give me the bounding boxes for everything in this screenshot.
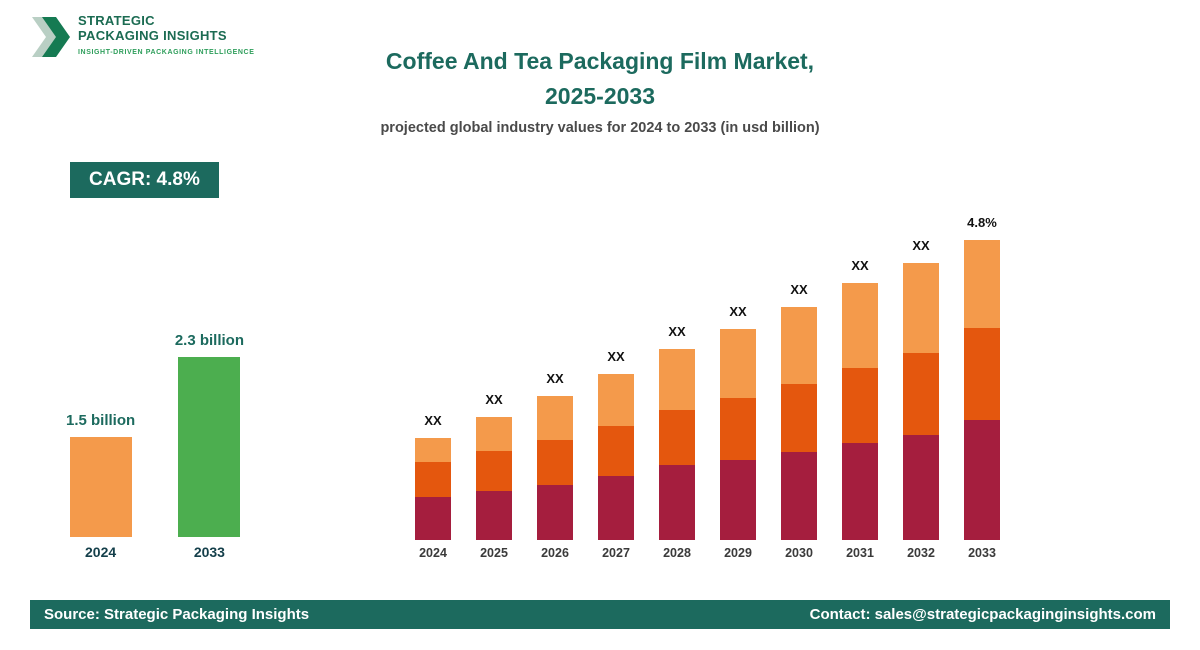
footer-bar: Source: Strategic Packaging Insights Con… — [30, 600, 1170, 629]
bar-column: XX 2028 — [659, 324, 695, 560]
bar-segment-bottom — [659, 465, 695, 540]
bar-value-label: XX — [546, 371, 564, 386]
x-axis-label: 2024 — [419, 546, 447, 560]
stacked-bar-chart: XX 2024 XX 2025 XX 2026 XX 2027 XX 2028 XX 2029 XX 20… — [415, 200, 1000, 560]
x-axis-label: 2033 — [968, 546, 996, 560]
summary-bar-column: 1.5 billion 2024 — [66, 412, 135, 560]
footer-source-text: Source: Strategic Packaging Insights — [44, 606, 310, 623]
brand-logo-text: STRATEGIC PACKAGING INSIGHTS INSIGHT-DRI… — [78, 13, 255, 56]
bar-segment-middle — [598, 426, 634, 476]
bar-segment-middle — [903, 353, 939, 435]
bar-segment-bottom — [842, 443, 878, 540]
x-axis-label: 2029 — [724, 546, 752, 560]
x-axis-label: 2025 — [480, 546, 508, 560]
chevron-logo-icon — [30, 14, 70, 65]
summary-bar-value-label: 1.5 billion — [66, 412, 136, 429]
bar-value-label: XX — [485, 392, 503, 407]
bar-value-label: XX — [424, 413, 442, 428]
bar-segment-top — [537, 396, 573, 440]
bar-segment-bottom — [598, 476, 634, 540]
page-title-line1: Coffee And Tea Packaging Film Market, — [385, 48, 815, 74]
bar-segment-bottom — [903, 435, 939, 540]
summary-bar-column: 2.3 billion 2033 — [175, 332, 244, 560]
bar-segment-middle — [842, 368, 878, 443]
summary-bar-chart: 1.5 billion 2024 2.3 billion 2033 — [66, 318, 244, 560]
stacked-bar[interactable] — [964, 240, 1000, 540]
footer-contact-text: Contact: sales@strategicpackaginginsight… — [809, 606, 1156, 623]
chart-header: Coffee And Tea Packaging Film Market, 20… — [0, 44, 1200, 136]
bar-column: XX 2026 — [537, 371, 573, 560]
bar-segment-top — [903, 263, 939, 353]
stacked-bar[interactable] — [537, 396, 573, 540]
x-axis-label: 2030 — [785, 546, 813, 560]
bar-segment-top — [659, 349, 695, 410]
bar-segment-middle — [476, 451, 512, 491]
x-axis-label: 2027 — [602, 546, 630, 560]
brand-name-line2: PACKAGING INSIGHTS — [78, 27, 227, 43]
stacked-bar[interactable] — [781, 307, 817, 540]
bar-segment-bottom — [781, 452, 817, 540]
bar-value-label: 4.8% — [967, 215, 997, 230]
summary-bar[interactable] — [178, 357, 241, 537]
x-axis-label: 2031 — [846, 546, 874, 560]
summary-bar[interactable] — [69, 437, 132, 537]
bar-segment-middle — [415, 462, 451, 497]
stacked-bar[interactable] — [659, 349, 695, 540]
bar-segment-top — [964, 240, 1000, 328]
stacked-bar[interactable] — [842, 283, 878, 540]
bar-column: XX 2030 — [781, 282, 817, 560]
bar-segment-middle — [659, 410, 695, 465]
page-subtitle: projected global industry values for 202… — [380, 120, 820, 136]
bar-segment-top — [598, 374, 634, 426]
brand-logo: STRATEGIC PACKAGING INSIGHTS INSIGHT-DRI… — [30, 13, 255, 65]
bar-segment-bottom — [415, 497, 451, 540]
bar-segment-middle — [964, 328, 1000, 420]
bar-value-label: XX — [790, 282, 808, 297]
bar-segment-bottom — [537, 485, 573, 540]
brand-tagline: INSIGHT-DRIVEN PACKAGING INTELLIGENCE — [78, 48, 255, 56]
bar-segment-top — [476, 417, 512, 451]
summary-x-axis-label: 2024 — [85, 544, 117, 560]
bar-value-label: XX — [607, 349, 625, 364]
stacked-bar[interactable] — [720, 329, 756, 540]
page-title-line2: 2025-2033 — [545, 82, 655, 109]
bar-value-label: XX — [851, 258, 869, 273]
bar-segment-bottom — [720, 460, 756, 540]
x-axis-label: 2026 — [541, 546, 569, 560]
stacked-bar[interactable] — [476, 417, 512, 540]
stacked-bar[interactable] — [598, 374, 634, 540]
x-axis-label: 2032 — [907, 546, 935, 560]
bar-value-label: XX — [912, 238, 930, 253]
bar-segment-top — [720, 329, 756, 398]
bar-segment-top — [781, 307, 817, 384]
x-axis-label: 2028 — [663, 546, 691, 560]
bar-column: 4.8% 2033 — [964, 215, 1000, 560]
bar-segment-top — [415, 438, 451, 462]
bar-column: XX 2029 — [720, 304, 756, 560]
bar-column: XX 2027 — [598, 349, 634, 560]
bar-column: XX 2024 — [415, 413, 451, 560]
bar-segment-middle — [781, 384, 817, 452]
bar-segment-bottom — [964, 420, 1000, 540]
bar-value-label: XX — [729, 304, 747, 319]
bar-segment-bottom — [476, 491, 512, 540]
bar-value-label: XX — [668, 324, 686, 339]
cagr-badge: CAGR: 4.8% — [70, 162, 219, 198]
bar-segment-middle — [537, 440, 573, 485]
bar-segment-middle — [720, 398, 756, 460]
bar-column: XX 2031 — [842, 258, 878, 560]
bar-segment-top — [842, 283, 878, 368]
bar-column: XX 2025 — [476, 392, 512, 560]
bar-column: XX 2032 — [903, 238, 939, 560]
stacked-bar[interactable] — [415, 438, 451, 540]
brand-name-line1: STRATEGIC — [78, 13, 155, 28]
summary-bar-value-label: 2.3 billion — [174, 332, 244, 349]
summary-x-axis-label: 2033 — [193, 544, 225, 560]
stacked-bar[interactable] — [903, 263, 939, 540]
